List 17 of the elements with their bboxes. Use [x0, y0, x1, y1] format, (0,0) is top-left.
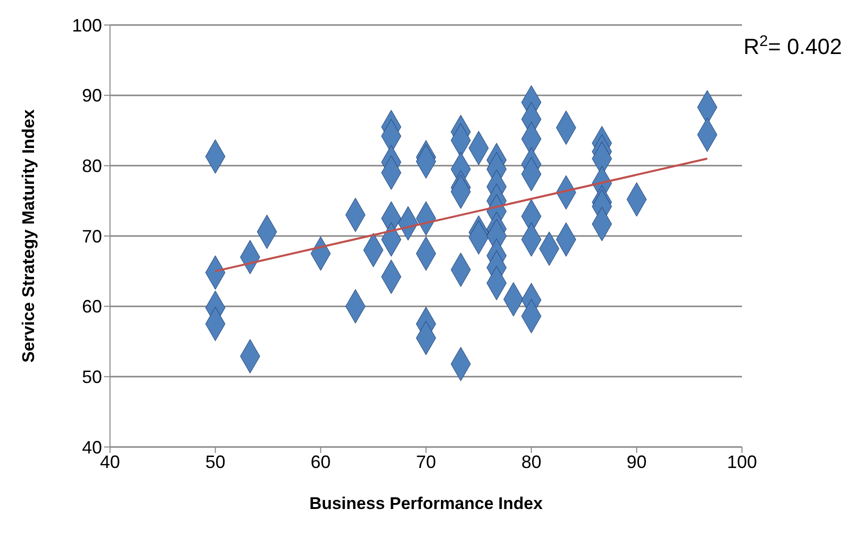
- x-tick-label: 90: [626, 452, 647, 472]
- y-tick-label: 80: [82, 156, 102, 176]
- y-tick-label: 100: [72, 15, 102, 36]
- text: R$^{2}$= 0.402: [744, 32, 842, 59]
- y-tick-label: 90: [82, 86, 102, 106]
- x-tick-label: 100: [726, 452, 758, 472]
- x-tick-label: 80: [521, 452, 542, 472]
- x-axis-title: Business Performance Index: [309, 494, 544, 513]
- x-tick-label: 50: [205, 452, 226, 472]
- y-axis-title: Service Strategy Maturity Index: [19, 108, 38, 363]
- y-tick-label: 50: [82, 367, 102, 388]
- x-tick-label: 60: [310, 452, 331, 472]
- x-tick-label: 70: [416, 452, 436, 472]
- x-tick-label: 40: [100, 452, 120, 472]
- y-tick-label: 70: [82, 226, 102, 246]
- y-tick-label: 40: [82, 437, 102, 458]
- y-tick-label: 60: [82, 296, 102, 317]
